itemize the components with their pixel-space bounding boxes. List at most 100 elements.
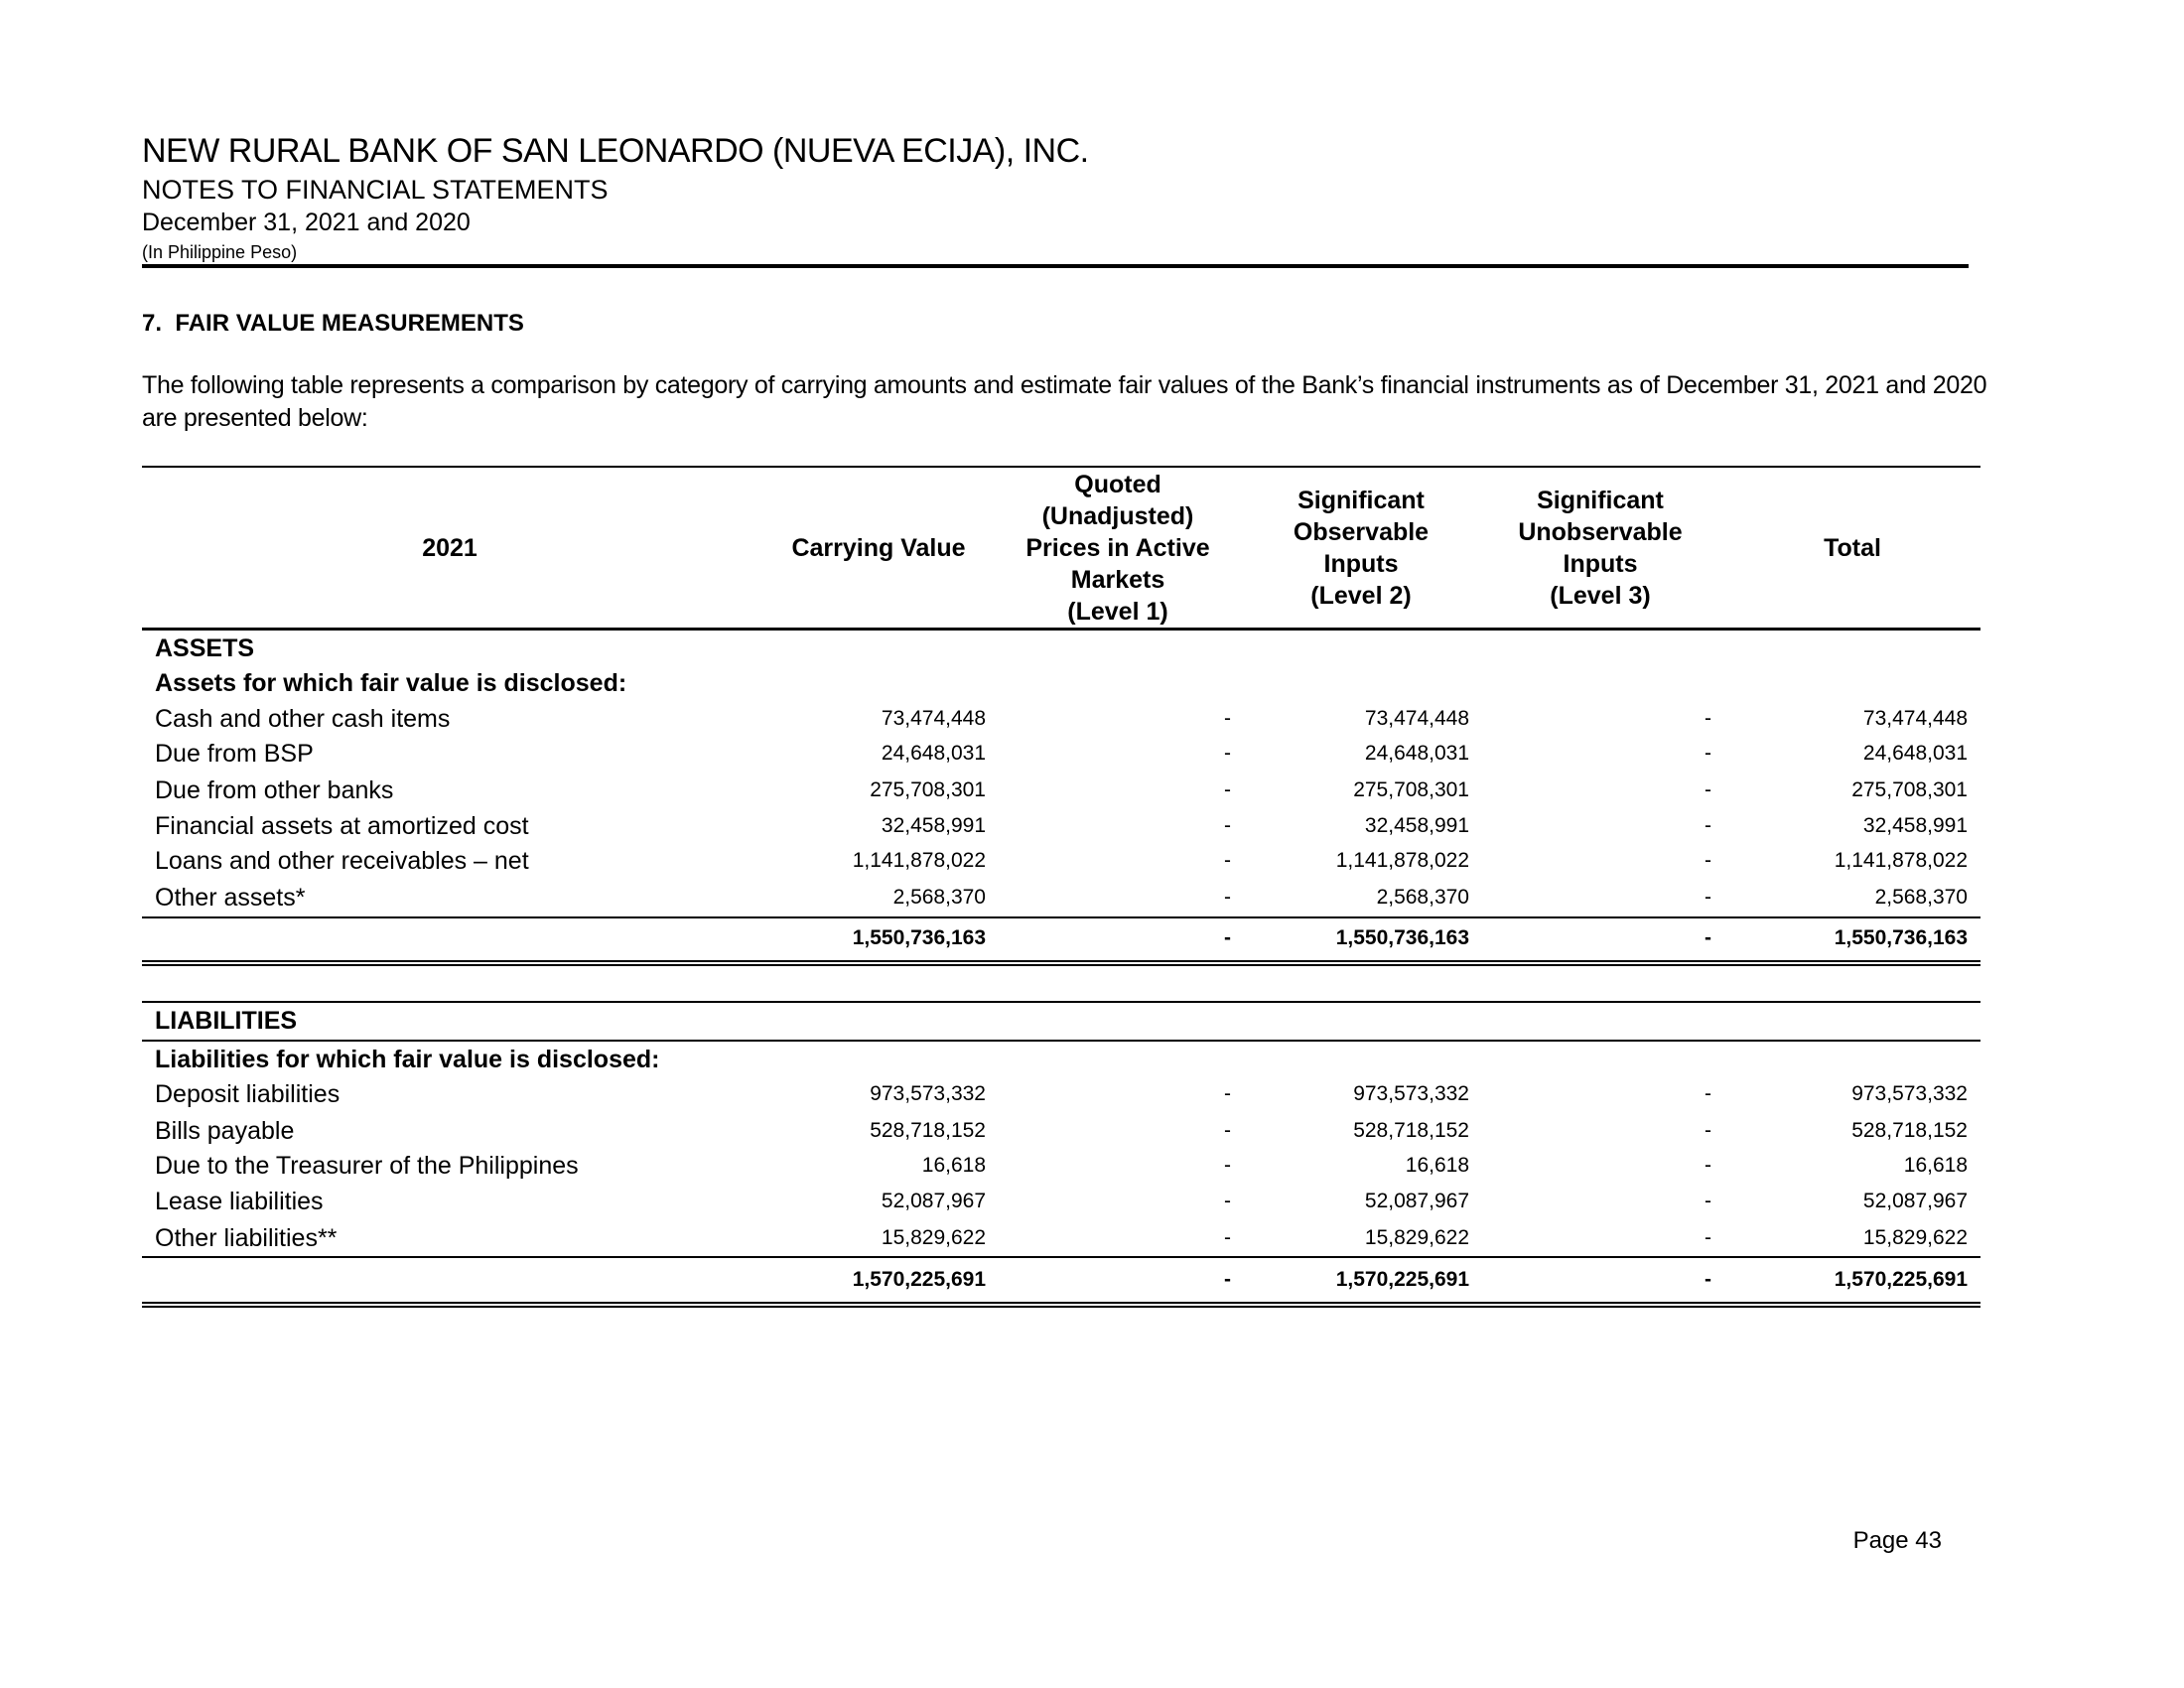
column-header-line: Prices in Active [1025, 533, 1210, 562]
cell-value: - [1224, 1154, 1231, 1177]
cell-value: 52,087,967 [881, 1190, 986, 1212]
cell-value: - [1705, 849, 1711, 872]
company-name: NEW RURAL BANK OF SAN LEONARDO (NUEVA EC… [142, 132, 1089, 170]
row-label: Due from other banks [155, 776, 394, 804]
column-header-line: (Unadjusted) [1041, 501, 1194, 530]
total-value: 1,570,225,691 [1834, 1268, 1968, 1291]
cell-value: - [1705, 1082, 1711, 1105]
cell-value: 16,618 [1405, 1154, 1469, 1177]
cell-value: - [1224, 849, 1231, 872]
cell-value: - [1224, 886, 1231, 909]
cell-value: - [1224, 742, 1231, 765]
cell-value: 275,708,301 [1851, 778, 1968, 801]
cell-value: - [1705, 742, 1711, 765]
cell-value: 73,474,448 [1364, 707, 1469, 730]
column-header: Total [1753, 467, 1952, 629]
double-rule [142, 964, 1980, 966]
row-label: Deposit liabilities [155, 1080, 341, 1108]
column-header-line: 2021 [422, 533, 478, 562]
cell-value: 52,087,967 [1364, 1190, 1469, 1212]
page-number: Page 43 [1852, 1527, 1942, 1554]
total-value: 1,550,736,163 [1335, 926, 1469, 949]
row-label: Cash and other cash items [155, 705, 451, 733]
intro-paragraph: The following table represents a compari… [142, 371, 1987, 432]
table-rule [142, 628, 1980, 631]
column-header-line: Inputs [1323, 549, 1399, 578]
column-header-line: Unobservable [1518, 517, 1683, 546]
column-header-line: Inputs [1563, 549, 1638, 578]
section-subheading: Liabilities for which fair value is disc… [155, 1046, 660, 1073]
total-value: - [1705, 1268, 1711, 1291]
row-label: Bills payable [155, 1117, 295, 1145]
cell-value: 2,568,370 [1874, 886, 1968, 909]
column-header: Quoted (Unadjusted) Prices in Active Market… [999, 467, 1237, 629]
cell-value: 16,618 [921, 1154, 986, 1177]
column-header-line: (Level 1) [1067, 597, 1168, 626]
row-label: Financial assets at amortized cost [155, 812, 529, 840]
cell-value: 973,573,332 [1353, 1082, 1469, 1105]
header-rule [142, 264, 1969, 268]
row-label: Due from BSP [155, 740, 314, 768]
cell-value: 1,141,878,022 [852, 849, 986, 872]
cell-value: 32,458,991 [1862, 814, 1968, 837]
table-rule [142, 916, 1980, 918]
cell-value: 2,568,370 [892, 886, 986, 909]
total-value: 1,570,225,691 [852, 1268, 986, 1291]
cell-value: - [1705, 707, 1711, 730]
table-rule [142, 1040, 1980, 1042]
cell-value: - [1705, 886, 1711, 909]
cell-value: - [1705, 1154, 1711, 1177]
cell-value: 73,474,448 [881, 707, 986, 730]
total-value: - [1705, 926, 1711, 949]
column-header: Carrying Value [764, 467, 993, 629]
double-rule [142, 960, 1980, 962]
cell-value: 528,718,152 [870, 1119, 986, 1142]
cell-value: - [1224, 814, 1231, 837]
cell-value: 2,568,370 [1376, 886, 1469, 909]
total-value: - [1224, 1268, 1231, 1291]
cell-value: 16,618 [1903, 1154, 1968, 1177]
cell-value: 275,708,301 [870, 778, 986, 801]
cell-value: - [1705, 814, 1711, 837]
cell-value: - [1705, 1190, 1711, 1212]
cell-value: 15,829,622 [1364, 1226, 1469, 1249]
total-value: 1,550,736,163 [852, 926, 986, 949]
cell-value: 15,829,622 [1862, 1226, 1968, 1249]
cell-value: - [1705, 1119, 1711, 1142]
cell-value: 275,708,301 [1353, 778, 1469, 801]
currency-note: (In Philippine Peso) [142, 242, 298, 262]
column-header-line: (Level 2) [1310, 581, 1412, 610]
column-header-line: Observable [1293, 517, 1430, 546]
column-header-line: Total [1824, 533, 1881, 562]
cell-value: 73,474,448 [1862, 707, 1968, 730]
cell-value: - [1705, 1226, 1711, 1249]
double-rule [142, 1306, 1980, 1308]
subtitle: NOTES TO FINANCIAL STATEMENTS [142, 175, 609, 205]
cell-value: 1,141,878,022 [1335, 849, 1469, 872]
cell-value: - [1224, 1119, 1231, 1142]
table-rule [142, 1256, 1980, 1258]
row-label: Loans and other receivables – net [155, 847, 529, 875]
cell-value: 52,087,967 [1862, 1190, 1968, 1212]
total-value: 1,550,736,163 [1834, 926, 1968, 949]
cell-value: 24,648,031 [1862, 742, 1968, 765]
cell-value: 1,141,878,022 [1834, 849, 1968, 872]
column-header: Significant Observable Inputs (Level 2) [1247, 467, 1475, 629]
section-subheading: Assets for which fair value is disclosed… [155, 669, 627, 697]
table-rule [142, 1001, 1980, 1003]
cell-value: 15,829,622 [881, 1226, 986, 1249]
column-header: Significant Unobservable Inputs (Level 3) [1481, 467, 1719, 629]
period: December 31, 2021 and 2020 [142, 209, 471, 236]
column-header-line: Carrying Value [791, 533, 966, 562]
column-header-line: Markets [1070, 565, 1165, 594]
cell-value: - [1224, 778, 1231, 801]
row-label: Due to the Treasurer of the Philippines [155, 1152, 579, 1180]
column-header-line: Significant [1537, 486, 1664, 514]
total-value: - [1224, 926, 1231, 949]
section-heading: ASSETS [155, 634, 255, 662]
cell-value: - [1705, 778, 1711, 801]
cell-value: 24,648,031 [1364, 742, 1469, 765]
cell-value: 32,458,991 [1364, 814, 1469, 837]
cell-value: 528,718,152 [1353, 1119, 1469, 1142]
